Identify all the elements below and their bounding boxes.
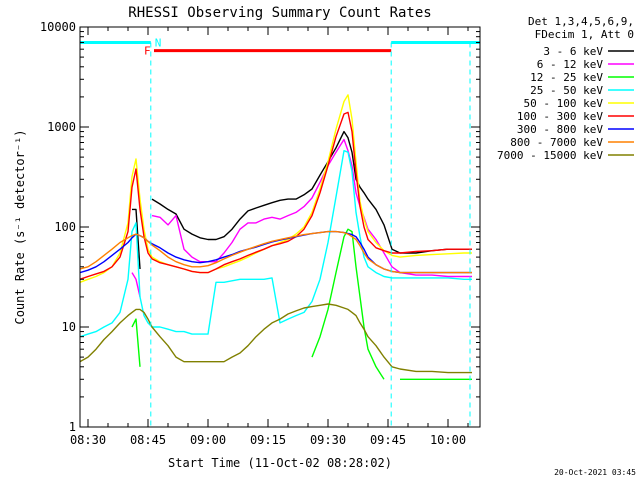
series-line	[80, 150, 472, 338]
legend-entry-label: 100 - 300 keV	[517, 110, 603, 123]
y-tick-label: 1	[69, 420, 76, 434]
x-axis: 08:30 08:45 09:00 09:15 09:30 09:45 10:00	[70, 27, 469, 447]
flag-labels: NF	[144, 36, 161, 57]
x-axis-label: Start Time (11-Oct-02 08:28:02)	[168, 456, 392, 470]
series-line	[80, 230, 472, 274]
x-tick-label: 08:30	[70, 433, 106, 447]
y-tick-label: 100	[54, 220, 76, 234]
x-tick-label: 10:00	[430, 433, 466, 447]
legend-entry-label: 25 - 50 keV	[530, 84, 603, 97]
legend-entry-label: 300 - 800 keV	[517, 123, 603, 136]
legend-header-line-2: FDecim 1, Att 0	[535, 28, 634, 41]
y-axis: 1 10 100 1000 10000	[40, 20, 480, 434]
legend-entry-label: 12 - 25 keV	[530, 71, 603, 84]
saa-vertical-lines	[150, 42, 471, 427]
y-tick-label: 10000	[40, 20, 76, 34]
legend-entry-label: 7000 - 15000 keV	[497, 149, 603, 162]
series-line	[80, 303, 472, 374]
x-tick-label: 09:30	[310, 433, 346, 447]
x-tick-label: 09:00	[190, 433, 226, 447]
y-tick-label: 10	[62, 320, 76, 334]
series-line	[80, 111, 472, 280]
night-flag-label: N	[155, 36, 162, 49]
legend-header-line-1: Det 1,3,4,5,6,9,	[528, 15, 634, 28]
legend: Det 1,3,4,5,6,9, FDecim 1, Att 0 3 - 6 k…	[497, 15, 634, 162]
footer-date: 20-Oct-2021 03:45	[554, 468, 636, 477]
y-tick-label: 1000	[47, 120, 76, 134]
flag-bars	[80, 40, 480, 53]
legend-entry-label: 3 - 6 keV	[543, 45, 603, 58]
series-line	[132, 130, 472, 270]
legend-entry-label: 6 - 12 keV	[537, 58, 604, 71]
x-tick-label: 09:15	[250, 433, 286, 447]
legend-entry-label: 800 - 7000 keV	[510, 136, 603, 149]
series-line	[131, 228, 472, 380]
legend-entry-label: 50 - 100 keV	[524, 97, 604, 110]
series-lines	[80, 94, 472, 380]
x-tick-label: 08:45	[130, 433, 166, 447]
y-axis-label: Count Rate (s⁻¹ detector⁻¹)	[13, 129, 27, 324]
chart-title: RHESSI Observing Summary Count Rates	[128, 5, 431, 21]
flare-flag-label: F	[144, 45, 151, 58]
x-tick-label: 09:45	[370, 433, 406, 447]
